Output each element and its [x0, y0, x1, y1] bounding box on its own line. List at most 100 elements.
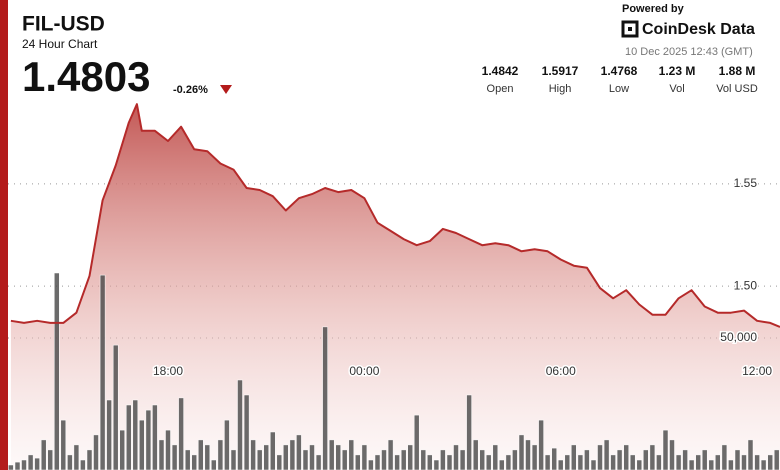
volume-bar [139, 419, 145, 470]
volume-bar [505, 454, 512, 470]
volume-bar [145, 409, 152, 470]
symbol: FIL-USD [22, 13, 105, 36]
volume-bar [695, 454, 701, 470]
volume-bar [427, 454, 433, 470]
accent-strip [0, 0, 8, 470]
volume-bar [557, 459, 564, 470]
price-area [10, 104, 780, 470]
volume-bar [407, 444, 413, 470]
volume-bar [283, 444, 289, 470]
volume-bar [675, 454, 682, 470]
volume-bar [616, 449, 623, 470]
volume-bar [747, 439, 754, 470]
stat-value: 1.4768 [601, 64, 638, 78]
volume-bar [73, 444, 80, 470]
volume-bar [86, 449, 93, 470]
volume-bar [112, 344, 119, 470]
powered-by: Powered by [622, 3, 685, 15]
y-tick-label: 1.50 [734, 278, 758, 292]
stat-value: 1.23 M [659, 64, 696, 78]
volume-bar [636, 459, 643, 470]
volume-bar [682, 449, 688, 470]
down-arrow [220, 85, 232, 94]
price: 1.4803 [22, 53, 150, 100]
y-tick-label: 1.55 [734, 176, 758, 190]
volume-bar [198, 439, 204, 470]
volume-bar [99, 274, 106, 470]
stat-label: High [549, 83, 572, 95]
x-tick-label: 12:00 [742, 364, 772, 378]
volume-bar [106, 399, 112, 470]
price-line [10, 103, 780, 328]
volume-bar [538, 419, 544, 470]
volume-bar [270, 431, 276, 470]
volume-bar [263, 444, 269, 470]
volume-bar [243, 394, 250, 470]
volume-bar [767, 454, 773, 470]
x-tick-label: 18:00 [153, 364, 183, 378]
volume-bar [250, 439, 256, 470]
volume-bar [381, 449, 387, 470]
volume-bar [204, 444, 211, 470]
volume-bar [355, 454, 361, 470]
volume-bar [453, 444, 459, 470]
volume-bar [433, 459, 440, 470]
volume-bar [629, 454, 636, 470]
volume-bar [459, 449, 466, 470]
stat-label: Vol [669, 83, 684, 95]
volume-bar [603, 439, 610, 470]
volume-bar [184, 449, 191, 470]
volume-bar [466, 394, 472, 470]
volume-bar [322, 326, 328, 470]
volume-bar [40, 439, 47, 470]
volume-bar [584, 449, 590, 470]
volume-bar [773, 449, 780, 470]
volume-bar [492, 444, 499, 470]
volume-bar [525, 439, 531, 470]
volume-bar [224, 419, 230, 470]
volume-bar [289, 439, 296, 470]
volume-bar [152, 404, 158, 470]
volume-bar [368, 459, 374, 470]
timestamp: 10 Dec 2025 12:43 (GMT) [625, 46, 753, 58]
volume-bar [171, 444, 178, 470]
volume-bar [309, 444, 315, 470]
volume-bar [760, 459, 767, 470]
volume-bar [440, 449, 446, 470]
volume-bar [80, 459, 86, 470]
volume-bar [335, 444, 341, 470]
volume-bar [302, 449, 309, 470]
volume-bar [544, 454, 551, 470]
volume-bar [21, 459, 27, 470]
x-tick-label: 06:00 [546, 364, 576, 378]
volume-bar [669, 439, 675, 470]
y2-tick-label: 50,000 [720, 330, 757, 344]
stat-value: 1.4842 [482, 64, 519, 78]
volume-bar [119, 429, 125, 470]
volume-bar [564, 454, 571, 470]
volume-bar [230, 449, 237, 470]
volume-bar [649, 444, 656, 470]
volume-bar [126, 404, 132, 470]
stat-label: Open [487, 83, 514, 95]
x-tick-label: 00:00 [349, 364, 379, 378]
change: -0.26% [173, 84, 208, 96]
volume-bar [93, 434, 99, 470]
volume-bar [623, 444, 629, 470]
volume-bar [643, 449, 649, 470]
volume-bar [708, 459, 715, 470]
subtitle: 24 Hour Chart [22, 37, 98, 51]
volume-bar [341, 449, 348, 470]
volume-bar [610, 454, 616, 470]
volume-bar [8, 464, 14, 470]
volume-bar [754, 454, 760, 470]
volume-bar [178, 397, 184, 470]
stat-label: Low [609, 83, 629, 95]
volume-bar [446, 454, 453, 470]
volume-bar [394, 454, 400, 470]
volume-bar [361, 444, 368, 470]
volume-bar [276, 454, 283, 470]
volume-bar [499, 459, 505, 470]
volume-bar [54, 272, 60, 470]
volume-bar [27, 454, 34, 470]
